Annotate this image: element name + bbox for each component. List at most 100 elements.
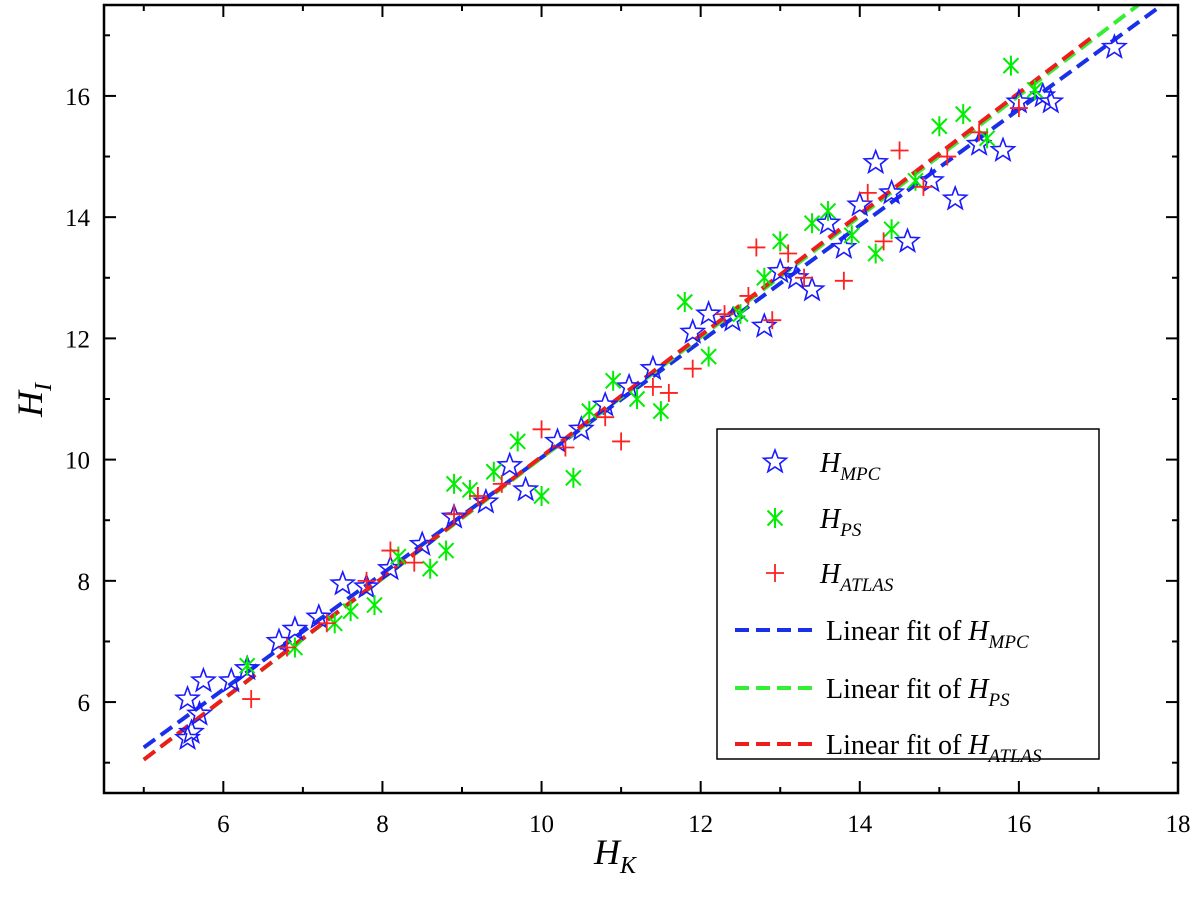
- legend-marker-ps: [766, 508, 784, 528]
- point-mpc: [1100, 33, 1129, 59]
- point-atlas: [715, 305, 734, 324]
- point-ps: [931, 116, 948, 137]
- y-tick-label: 10: [65, 448, 90, 475]
- point-mpc: [189, 666, 218, 693]
- point-ps: [445, 473, 463, 494]
- legend-label-ps: HPS: [819, 504, 862, 541]
- point-ps: [437, 540, 455, 561]
- point-atlas: [643, 377, 662, 396]
- point-atlas: [357, 571, 376, 590]
- y-tick-label: 14: [65, 205, 91, 232]
- legend-marker-mpc: [761, 447, 789, 474]
- point-ps: [1002, 55, 1020, 76]
- point-atlas: [445, 505, 464, 524]
- point-ps: [819, 201, 837, 222]
- point-ps: [867, 243, 884, 264]
- point-mpc: [408, 530, 436, 557]
- point-ps: [342, 601, 359, 622]
- point-atlas: [779, 244, 798, 263]
- y-tick-label: 8: [78, 569, 91, 596]
- point-mpc: [1037, 87, 1065, 114]
- point-atlas: [683, 359, 702, 378]
- point-mpc: [862, 148, 890, 175]
- legend-label-mpc: HMPC: [819, 448, 881, 485]
- point-atlas: [659, 383, 678, 402]
- point-mpc: [615, 372, 643, 399]
- point-atlas: [596, 408, 615, 427]
- point-atlas: [874, 232, 893, 251]
- point-ps: [883, 219, 900, 240]
- y-axis-title-sub: I: [31, 382, 57, 392]
- point-atlas: [763, 311, 782, 330]
- point-ps: [565, 467, 582, 488]
- point-mpc: [352, 572, 381, 599]
- legend-fit-label-atlas: Linear fit of HATLAS: [826, 730, 1042, 767]
- point-atlas: [405, 553, 424, 572]
- legend-box: [716, 428, 1100, 760]
- point-atlas: [468, 486, 487, 505]
- legend-entries: HMPC HPS HATLAS Linear fit of HMPC Linear fi…: [735, 447, 1042, 767]
- x-tick-label: 14: [847, 811, 873, 838]
- point-ps: [756, 267, 773, 288]
- point-ps: [652, 401, 670, 422]
- x-tick-label: 16: [1006, 811, 1031, 838]
- x-tick-label: 6: [217, 811, 230, 838]
- legend: HMPC HPS HATLAS Linear fit of HMPC Linear fi…: [716, 428, 1100, 767]
- x-tick-label: 18: [1166, 811, 1191, 838]
- series-ps: [238, 55, 1044, 676]
- y-tick-label: 6: [78, 690, 91, 717]
- point-atlas: [242, 690, 261, 709]
- point-mpc: [512, 475, 540, 502]
- point-mpc: [695, 299, 723, 326]
- point-atlas: [914, 177, 933, 196]
- point-atlas: [277, 638, 296, 657]
- point-mpc: [173, 684, 202, 711]
- point-mpc: [679, 318, 707, 344]
- axis-ticks: 6 8 10 12 14 16 18 6 8 10 12 14 16: [65, 5, 1191, 838]
- point-atlas: [1009, 99, 1028, 118]
- point-atlas: [970, 123, 989, 142]
- y-axis-title-main: H: [10, 389, 50, 418]
- y-tick-label: 12: [65, 326, 90, 353]
- point-ps: [581, 401, 598, 422]
- data-points: [173, 33, 1129, 751]
- svg-text:HK: HK: [593, 832, 638, 879]
- point-atlas: [556, 438, 575, 457]
- x-axis-title: HK: [593, 832, 638, 879]
- point-ps: [604, 370, 622, 391]
- point-ps: [803, 213, 821, 234]
- point-ps: [700, 346, 717, 367]
- point-ps: [238, 655, 256, 676]
- x-tick-label: 12: [688, 811, 713, 838]
- point-mpc: [281, 614, 309, 641]
- point-atlas: [938, 147, 957, 166]
- point-ps: [509, 431, 526, 452]
- series-atlas: [242, 99, 1028, 709]
- x-tick-label: 10: [529, 811, 554, 838]
- point-atlas: [612, 432, 631, 451]
- point-atlas: [890, 141, 909, 160]
- point-mpc: [305, 602, 333, 629]
- point-mpc: [878, 178, 906, 205]
- point-mpc: [543, 427, 572, 453]
- point-mpc: [989, 136, 1017, 163]
- point-ps: [485, 461, 503, 482]
- legend-fit-label-ps: Linear fit of HPS: [826, 674, 1010, 711]
- x-axis-title-sub: K: [619, 853, 638, 879]
- point-atlas: [834, 271, 853, 290]
- point-ps: [628, 389, 646, 409]
- point-ps: [676, 292, 693, 313]
- point-mpc: [814, 208, 842, 235]
- point-ps: [732, 304, 749, 325]
- point-mpc: [496, 451, 524, 478]
- point-mpc: [917, 166, 945, 193]
- point-mpc: [185, 699, 214, 726]
- legend-fit-label-mpc: Linear fit of HMPC: [826, 616, 1029, 653]
- point-mpc: [766, 257, 794, 284]
- point-mpc: [639, 354, 667, 381]
- point-ps: [1026, 79, 1044, 100]
- point-ps: [366, 595, 383, 616]
- point-mpc: [567, 415, 595, 441]
- svg-text:HI: HI: [10, 382, 57, 418]
